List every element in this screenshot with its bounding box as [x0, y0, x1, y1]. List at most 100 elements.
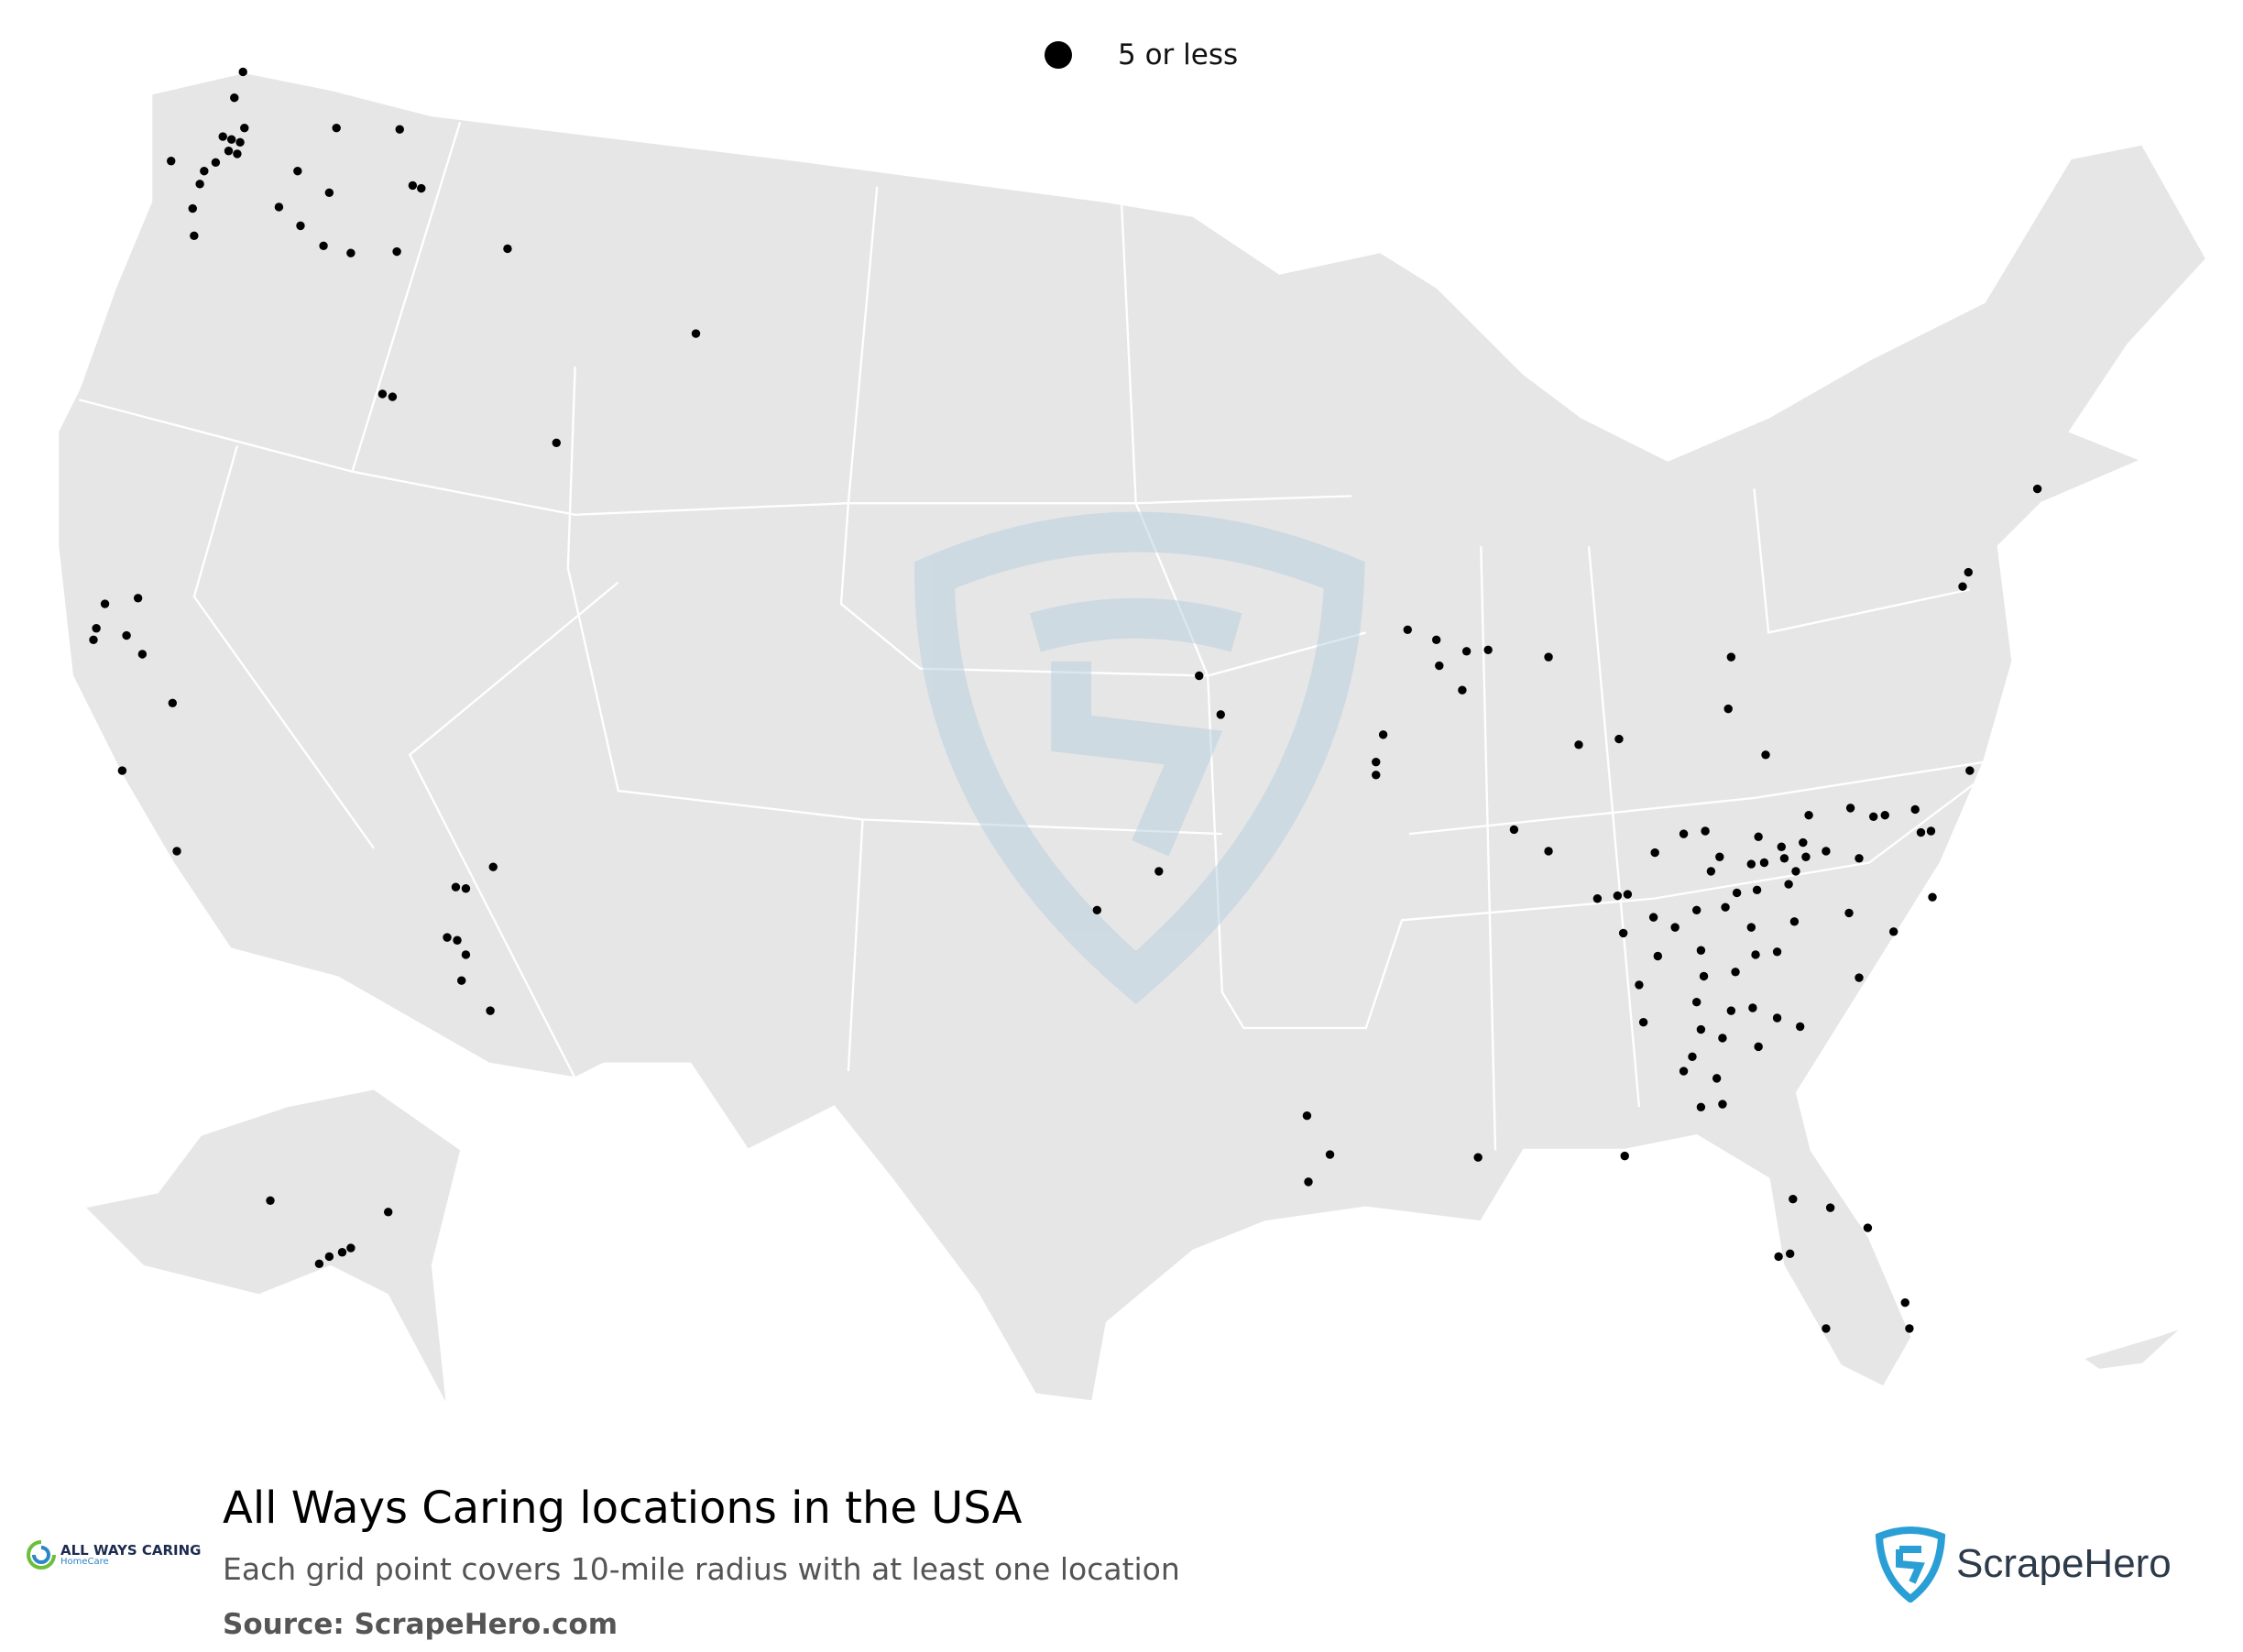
location-dot	[324, 188, 334, 197]
location-dot	[1574, 740, 1583, 749]
location-dot	[92, 624, 101, 633]
legend-label: 5 or less	[1118, 38, 1239, 71]
location-dot	[346, 1243, 356, 1253]
location-dot	[1718, 1100, 1727, 1109]
location-dot	[1863, 1223, 1873, 1232]
location-dot	[1761, 750, 1770, 760]
location-dot	[1304, 1177, 1313, 1187]
location-dot	[1431, 635, 1441, 644]
location-dot	[1746, 859, 1756, 869]
location-dot	[167, 157, 176, 166]
location-dot	[1777, 842, 1786, 851]
location-dot	[190, 231, 199, 241]
location-dot	[1648, 913, 1658, 922]
location-dot	[1801, 852, 1811, 861]
location-dot	[1378, 730, 1388, 739]
alaska	[86, 1089, 461, 1402]
location-dot	[1752, 885, 1762, 895]
location-dot	[1754, 832, 1763, 841]
location-dot	[1712, 1074, 1722, 1083]
location-dot	[1618, 928, 1628, 938]
location-dot	[1804, 811, 1813, 820]
location-dot	[1691, 998, 1701, 1007]
location-dot	[408, 181, 418, 191]
location-dot	[1706, 867, 1716, 876]
location-dot	[1372, 771, 1381, 780]
location-dot	[451, 882, 461, 892]
location-dot	[1721, 903, 1730, 912]
location-dot	[346, 248, 356, 257]
location-dot	[691, 329, 701, 338]
location-dot	[461, 950, 471, 959]
location-dot	[172, 847, 181, 856]
location-dot	[395, 125, 404, 134]
location-dot	[274, 202, 284, 212]
location-dot	[1772, 1013, 1782, 1023]
map-subtitle: Each grid point covers 10-mile radius wi…	[223, 1551, 1180, 1587]
location-dot	[293, 167, 302, 176]
location-dot	[235, 137, 245, 148]
location-dot	[1679, 1067, 1689, 1076]
location-dot	[1726, 652, 1736, 662]
location-dot	[392, 246, 401, 257]
location-dot	[1696, 946, 1706, 955]
location-dot	[1855, 854, 1864, 863]
location-dot	[1372, 757, 1381, 767]
scrapehero-text: ScrapeHero	[1956, 1541, 2172, 1586]
location-dot	[1791, 867, 1800, 876]
location-dot	[1670, 923, 1680, 932]
location-dot	[1880, 811, 1889, 820]
location-dot	[296, 221, 305, 231]
location-dot	[188, 203, 197, 213]
location-dot	[377, 389, 388, 399]
location-dot	[2032, 484, 2042, 494]
location-dot	[1822, 847, 1831, 856]
location-dot	[1785, 1249, 1795, 1259]
location-dot	[1789, 1194, 1798, 1204]
location-dot	[1696, 1102, 1706, 1111]
location-dot	[1718, 1034, 1727, 1043]
brand-name: ALL WAYS CARING	[60, 1541, 202, 1559]
location-dot	[1731, 968, 1740, 977]
location-dot	[1926, 826, 1936, 836]
state-borders	[79, 122, 1986, 1151]
location-dot	[1154, 867, 1164, 876]
location-dot	[1822, 1324, 1831, 1333]
location-dot	[1325, 1150, 1335, 1159]
location-dot	[1679, 829, 1689, 838]
location-dot	[1845, 804, 1855, 813]
map-title: All Ways Caring locations in the USA	[223, 1482, 1023, 1534]
location-dot	[1544, 847, 1553, 856]
location-dot	[211, 158, 221, 168]
location-dot	[1869, 812, 1878, 822]
location-dot	[117, 766, 127, 775]
location-dot	[1795, 1022, 1805, 1032]
location-dot	[89, 635, 98, 644]
location-dot	[1435, 661, 1444, 671]
all-ways-caring-logo: ALL WAYS CARING HomeCare	[26, 1539, 202, 1570]
hawaii	[2084, 1329, 2179, 1369]
location-dot	[461, 884, 471, 893]
location-dot	[337, 1248, 347, 1257]
location-dot	[383, 1208, 393, 1217]
location-dot	[443, 933, 452, 942]
location-dot	[1888, 927, 1898, 936]
location-dot	[1754, 1042, 1763, 1052]
location-dot	[1650, 848, 1659, 858]
location-dot	[122, 630, 131, 640]
location-dot	[1916, 827, 1926, 837]
location-dot	[1746, 923, 1756, 932]
legend-dot-icon	[1045, 41, 1072, 69]
location-dot	[195, 180, 204, 189]
location-dot	[1216, 710, 1225, 719]
location-dot	[1699, 971, 1709, 981]
location-dot	[1688, 1052, 1697, 1062]
shield-icon	[1875, 1526, 1946, 1603]
location-dots	[89, 67, 2042, 1333]
location-dot	[417, 183, 426, 193]
location-dot	[457, 976, 466, 985]
location-dot	[1748, 1003, 1757, 1012]
location-dot	[1696, 1024, 1706, 1034]
location-dot	[1910, 804, 1920, 815]
